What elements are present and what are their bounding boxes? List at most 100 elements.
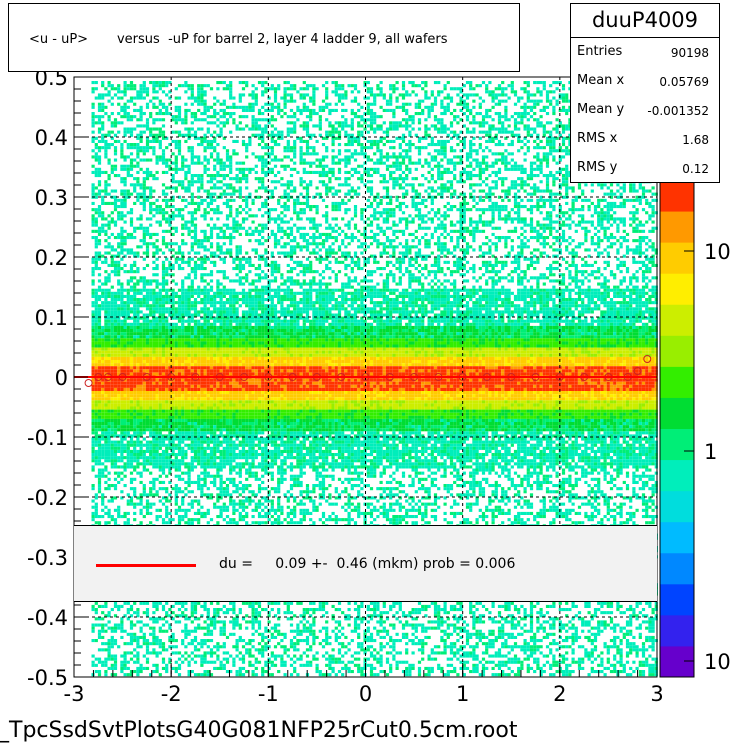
heatmap-cell xyxy=(117,245,121,249)
heatmap-cell xyxy=(219,344,223,348)
heatmap-cell xyxy=(177,267,182,271)
heatmap-cell xyxy=(213,254,217,258)
heatmap-cell xyxy=(177,412,182,416)
heatmap-cell xyxy=(142,338,146,342)
heatmap-cell xyxy=(94,96,98,100)
heatmap-cell xyxy=(123,425,127,429)
heatmap-cell xyxy=(200,391,204,395)
heatmap-cell xyxy=(177,384,182,388)
heatmap-cell xyxy=(177,332,182,336)
heatmap-cell xyxy=(161,363,166,367)
heatmap-cell xyxy=(222,604,226,608)
heatmap-cell xyxy=(142,229,146,233)
heatmap-cell xyxy=(219,629,223,633)
heatmap-cell xyxy=(222,335,226,339)
heatmap-cell xyxy=(209,174,214,178)
heatmap-cell xyxy=(184,515,188,519)
heatmap-cell xyxy=(104,446,108,450)
heatmap-cell xyxy=(168,158,172,162)
heatmap-cell xyxy=(155,251,159,255)
heatmap-cell xyxy=(200,112,204,116)
heatmap-cell xyxy=(184,617,188,621)
heatmap-cell xyxy=(174,459,178,463)
heatmap-cell xyxy=(171,316,175,320)
heatmap-cell xyxy=(149,325,153,329)
heatmap-cell xyxy=(94,316,98,320)
heatmap-cell xyxy=(200,446,204,450)
heatmap-cell xyxy=(155,273,159,277)
heatmap-cell xyxy=(136,332,140,336)
heatmap-cell xyxy=(165,229,169,233)
heatmap-cell xyxy=(152,96,156,100)
heatmap-cell xyxy=(136,639,140,643)
heatmap-cell xyxy=(200,344,204,348)
heatmap-cell xyxy=(161,443,166,447)
heatmap-cell xyxy=(168,471,172,475)
heatmap-cell xyxy=(184,511,188,515)
heatmap-cell xyxy=(123,239,127,243)
heatmap-cell xyxy=(117,338,121,342)
heatmap-cell xyxy=(123,437,127,441)
heatmap-cell xyxy=(123,657,127,661)
heatmap-cell xyxy=(174,502,178,506)
heatmap-cell xyxy=(203,406,207,410)
heatmap-cell xyxy=(161,149,166,153)
heatmap-cell xyxy=(213,397,217,401)
heatmap-cell xyxy=(158,220,162,224)
heatmap-cell xyxy=(216,465,220,469)
heatmap-cell xyxy=(91,329,95,333)
heatmap-cell xyxy=(158,310,162,314)
heatmap-cell xyxy=(206,239,210,243)
heatmap-cell xyxy=(197,601,201,605)
heatmap-cell xyxy=(190,214,194,218)
heatmap-cell xyxy=(161,666,166,670)
heatmap-cell xyxy=(142,635,146,639)
heatmap-cell xyxy=(145,254,150,258)
heatmap-cell xyxy=(104,403,108,407)
heatmap-cell xyxy=(209,121,214,125)
heatmap-cell xyxy=(203,372,207,376)
heatmap-cell xyxy=(113,431,118,435)
heatmap-cell xyxy=(225,462,230,466)
heatmap-cell xyxy=(213,462,217,466)
heatmap-cell xyxy=(107,654,111,658)
heatmap-cell xyxy=(213,183,217,187)
heatmap-cell xyxy=(91,391,95,395)
heatmap-cell xyxy=(107,611,111,615)
heatmap-cell xyxy=(222,301,226,305)
heatmap-cell xyxy=(136,409,140,413)
heatmap-cell xyxy=(113,443,118,447)
heatmap-cell xyxy=(91,415,95,419)
heatmap-cell xyxy=(155,608,159,612)
heatmap-cell xyxy=(222,229,226,233)
heatmap-cell xyxy=(181,422,185,426)
heatmap-cell xyxy=(120,347,124,351)
heatmap-cell xyxy=(222,642,226,646)
heatmap-cell xyxy=(206,294,210,298)
heatmap-cell xyxy=(161,403,166,407)
heatmap-cell xyxy=(190,115,194,119)
heatmap-cell xyxy=(197,406,201,410)
heatmap-cell xyxy=(209,155,214,159)
heatmap-cell xyxy=(126,298,130,302)
heatmap-cell xyxy=(152,177,156,181)
heatmap-cell xyxy=(123,462,127,466)
heatmap-cell xyxy=(149,490,153,494)
heatmap-cell xyxy=(187,632,191,636)
heatmap-cell xyxy=(149,449,153,453)
heatmap-cell xyxy=(104,152,108,156)
heatmap-cell xyxy=(206,356,210,360)
heatmap-cell xyxy=(155,239,159,243)
heatmap-cell xyxy=(97,617,102,621)
heatmap-cell xyxy=(113,307,118,311)
heatmap-cell xyxy=(155,298,159,302)
heatmap-cell xyxy=(184,369,188,373)
heatmap-cell xyxy=(197,267,201,271)
heatmap-cell xyxy=(104,657,108,661)
heatmap-cell xyxy=(152,319,156,323)
heatmap-cell xyxy=(91,201,95,205)
heatmap-cell xyxy=(142,329,146,333)
heatmap-cell xyxy=(216,406,220,410)
heatmap-cell xyxy=(216,347,220,351)
heatmap-cell xyxy=(145,87,150,91)
